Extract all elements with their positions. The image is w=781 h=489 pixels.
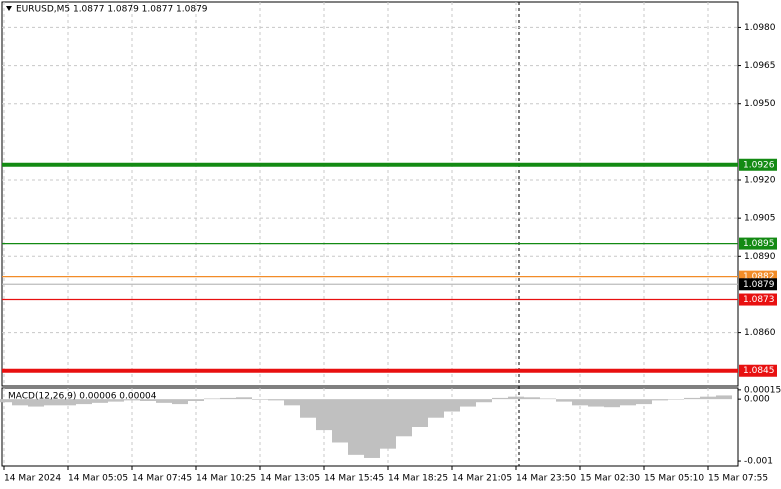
macd-bar xyxy=(540,398,556,400)
y-tick-label: 1.0860 xyxy=(744,328,776,338)
macd-bar xyxy=(620,399,636,406)
chart-title: EURUSD,M5 1.0877 1.0879 1.0877 1.0879 xyxy=(16,5,208,15)
macd-bar xyxy=(684,397,700,400)
level-label-box xyxy=(739,293,777,306)
level-label: 1.0845 xyxy=(743,366,775,376)
x-tick-label: 14 Mar 21:05 xyxy=(452,474,512,484)
y-tick-label: 0.000 xyxy=(744,395,770,405)
macd-bar xyxy=(524,397,540,400)
y-tick-label: 1.0950 xyxy=(744,99,776,109)
macd-bar xyxy=(172,399,188,405)
x-tick-label: 14 Mar 13:05 xyxy=(260,474,320,484)
macd-bar xyxy=(28,399,44,407)
y-tick-label: 1.0920 xyxy=(744,176,776,186)
macd-bar xyxy=(380,399,396,449)
macd-title: MACD(12,26,9) 0.00006 0.00004 xyxy=(8,392,157,402)
level-label: 1.0879 xyxy=(743,280,775,290)
macd-bar xyxy=(396,399,412,437)
macd-bar xyxy=(44,399,60,406)
level-label: 1.0882 xyxy=(743,272,775,282)
macd-bar xyxy=(412,399,428,427)
macd-bar xyxy=(124,399,140,401)
macd-bar xyxy=(220,397,236,400)
macd-bar xyxy=(92,399,108,403)
macd-bar xyxy=(604,399,620,408)
level-label: 1.0926 xyxy=(743,160,775,170)
macd-bar xyxy=(492,397,508,400)
x-tick-label: 14 Mar 23:50 xyxy=(516,474,576,484)
macd-bar xyxy=(108,399,124,402)
x-tick-label: 15 Mar 02:30 xyxy=(580,474,640,484)
macd-bar xyxy=(476,399,492,403)
macd-bar xyxy=(268,399,284,401)
x-tick-label: 14 Mar 07:45 xyxy=(132,474,192,484)
macd-bar xyxy=(12,399,28,406)
macd-bar xyxy=(700,396,716,400)
macd-bar xyxy=(332,399,348,443)
x-tick-label: 14 Mar 10:25 xyxy=(196,474,256,484)
macd-bar xyxy=(444,399,460,412)
macd-bar xyxy=(572,399,588,406)
x-tick-label: 15 Mar 07:55 xyxy=(708,474,768,484)
macd-bar xyxy=(140,399,156,401)
macd-bar xyxy=(460,399,476,407)
macd-bar xyxy=(0,399,12,403)
macd-bar xyxy=(284,399,300,406)
level-label-box xyxy=(739,364,777,377)
level-label-box xyxy=(739,237,777,250)
macd-bar xyxy=(76,399,92,405)
y-tick-label: 1.0890 xyxy=(744,252,776,262)
macd-bar xyxy=(252,399,268,400)
menu-icon xyxy=(6,6,12,11)
macd-bar xyxy=(300,399,316,418)
y-tick-label: 1.0980 xyxy=(744,23,776,33)
y-tick-label: 0.00015 xyxy=(744,385,781,395)
macd-bar xyxy=(60,399,76,406)
macd-bar xyxy=(156,399,172,403)
y-tick-label: -0.001 xyxy=(744,457,773,467)
macd-bar xyxy=(236,397,252,400)
price-pane xyxy=(1,1,739,387)
macd-bar xyxy=(668,399,684,400)
macd-bar xyxy=(652,399,668,401)
x-tick-label: 15 Mar 05:10 xyxy=(644,474,704,484)
macd-bar xyxy=(716,395,732,400)
x-tick-label: 14 Mar 05:05 xyxy=(68,474,128,484)
level-label: 1.0895 xyxy=(743,239,775,249)
x-tick-label: 14 Mar 18:25 xyxy=(388,474,448,484)
macd-bar xyxy=(364,399,380,458)
macd-bar xyxy=(348,399,364,455)
macd-bar xyxy=(188,399,204,401)
macd-bar xyxy=(556,399,572,402)
x-tick-label: 14 Mar 2024 xyxy=(4,474,61,484)
level-label: 1.0873 xyxy=(743,295,775,305)
macd-bar xyxy=(428,399,444,418)
y-tick-label: 1.0905 xyxy=(744,214,776,224)
level-label-box xyxy=(739,278,777,291)
macd-bar xyxy=(316,399,332,431)
macd-bar xyxy=(588,399,604,407)
macd-bar xyxy=(204,398,220,400)
y-tick-label: 1.0965 xyxy=(744,61,776,71)
macd-bar xyxy=(508,396,524,400)
level-label-box xyxy=(739,158,777,171)
x-tick-label: 14 Mar 15:45 xyxy=(324,474,384,484)
macd-bar xyxy=(636,399,652,405)
